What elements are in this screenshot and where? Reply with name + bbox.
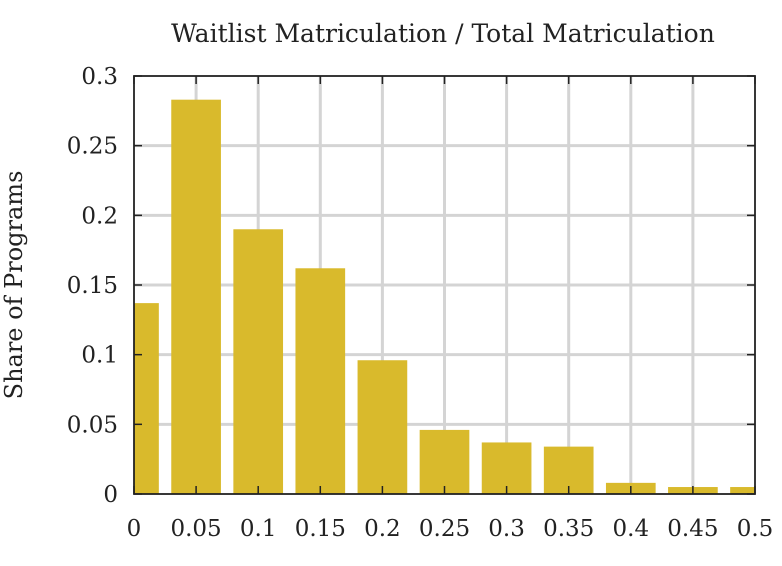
x-tick-label: 0.2	[364, 516, 401, 542]
bar	[419, 429, 470, 494]
x-tick-label: 0.25	[419, 516, 470, 542]
x-tick-label: 0.05	[170, 516, 221, 542]
y-tick-label: 0.05	[67, 412, 118, 438]
x-tick-label: 0.45	[667, 516, 718, 542]
x-tick-label: 0.4	[613, 516, 650, 542]
bar	[357, 360, 408, 494]
bars	[134, 99, 755, 494]
x-tick-labels: 0 0.05 0.1 0.15 0.2 0.25 0.3 0.35 0.4 0.45 0.5	[127, 516, 774, 542]
y-tick-label: 0.3	[81, 64, 118, 90]
x-tick-label: 0.3	[488, 516, 525, 542]
y-axis-label: Share of Programs	[0, 171, 28, 400]
y-tick-labels: 0 0.05 0.1 0.15 0.2 0.25 0.3	[67, 64, 118, 508]
bar	[134, 303, 159, 494]
x-tick-label: 0.1	[240, 516, 277, 542]
y-tick-label: 0	[103, 482, 118, 508]
bar	[730, 487, 755, 494]
y-tick-label: 0.1	[81, 343, 118, 369]
chart-title: Waitlist Matriculation / Total Matricula…	[171, 19, 715, 48]
x-tick-label: 0	[127, 516, 142, 542]
axis-ticks	[133, 75, 756, 495]
bar	[171, 99, 221, 494]
y-tick-label: 0.15	[67, 273, 118, 299]
x-tick-label: 0.15	[295, 516, 346, 542]
bar	[233, 229, 284, 494]
y-tick-label: 0.25	[67, 134, 118, 160]
bar	[481, 442, 532, 494]
x-tick-label: 0.35	[543, 516, 594, 542]
y-tick-label: 0.2	[81, 203, 118, 229]
bar	[295, 268, 346, 494]
x-tick-label: 0.5	[737, 516, 774, 542]
